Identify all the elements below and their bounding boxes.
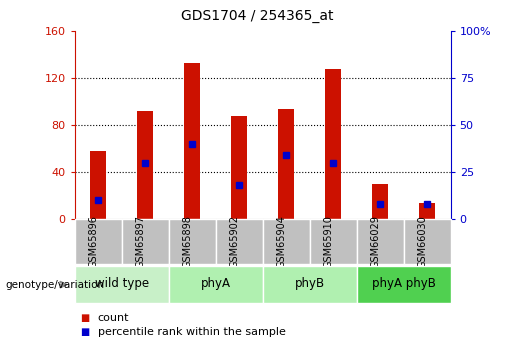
Bar	[231, 116, 247, 219]
Text: phyA: phyA	[201, 277, 231, 290]
Bar	[216, 219, 263, 264]
Text: GSM66030: GSM66030	[417, 215, 427, 268]
Bar	[90, 151, 107, 219]
Bar	[372, 184, 388, 219]
Bar	[137, 111, 153, 219]
Text: GDS1704 / 254365_at: GDS1704 / 254365_at	[181, 9, 334, 23]
Text: ■: ■	[80, 313, 89, 323]
Text: GSM65897: GSM65897	[135, 215, 145, 268]
Text: GSM66029: GSM66029	[370, 215, 380, 268]
Text: phyB: phyB	[295, 277, 324, 290]
Bar	[168, 266, 263, 303]
Text: GSM65904: GSM65904	[276, 215, 286, 268]
Bar	[310, 219, 356, 264]
Text: GSM65902: GSM65902	[229, 215, 239, 268]
Text: GSM65896: GSM65896	[88, 215, 98, 268]
Text: count: count	[98, 313, 129, 323]
Bar	[404, 219, 451, 264]
Text: ■: ■	[80, 327, 89, 337]
Bar	[325, 69, 341, 219]
Bar	[278, 109, 295, 219]
Bar	[184, 63, 200, 219]
Bar	[356, 219, 404, 264]
Bar	[263, 219, 310, 264]
Bar	[263, 266, 356, 303]
Text: GSM65910: GSM65910	[323, 215, 333, 268]
Bar	[168, 219, 216, 264]
Text: genotype/variation: genotype/variation	[5, 280, 104, 289]
Bar	[419, 203, 435, 219]
Text: wild type: wild type	[95, 277, 149, 290]
Text: phyA phyB: phyA phyB	[372, 277, 436, 290]
Text: percentile rank within the sample: percentile rank within the sample	[98, 327, 286, 337]
Bar	[75, 219, 122, 264]
Bar	[122, 219, 168, 264]
Bar	[356, 266, 451, 303]
Text: GSM65898: GSM65898	[182, 215, 192, 268]
Bar	[75, 266, 168, 303]
